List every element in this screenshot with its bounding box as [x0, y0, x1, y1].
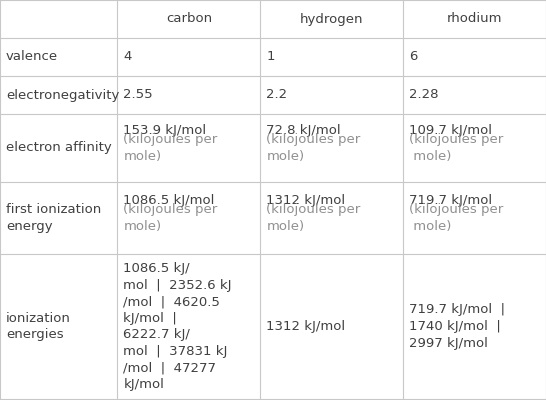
- Text: 1312 kJ/mol: 1312 kJ/mol: [266, 194, 346, 207]
- Text: electron affinity: electron affinity: [6, 142, 112, 154]
- Text: 6: 6: [410, 50, 418, 64]
- Text: 2.2: 2.2: [266, 88, 288, 102]
- Text: (kilojoules per
mole): (kilojoules per mole): [266, 203, 361, 233]
- Text: (kilojoules per
mole): (kilojoules per mole): [123, 203, 218, 233]
- Text: first ionization
energy: first ionization energy: [6, 203, 101, 233]
- Text: (kilojoules per
 mole): (kilojoules per mole): [410, 203, 504, 233]
- Text: (kilojoules per
 mole): (kilojoules per mole): [410, 133, 504, 163]
- Text: 719.7 kJ/mol: 719.7 kJ/mol: [410, 194, 492, 207]
- Text: 1086.5 kJ/mol: 1086.5 kJ/mol: [123, 194, 215, 207]
- Text: 72.8 kJ/mol: 72.8 kJ/mol: [266, 124, 341, 137]
- Text: (kilojoules per
mole): (kilojoules per mole): [123, 133, 218, 163]
- Text: 153.9 kJ/mol: 153.9 kJ/mol: [123, 124, 206, 137]
- Text: electronegativity: electronegativity: [6, 88, 120, 102]
- Text: 4: 4: [123, 50, 132, 64]
- Text: 2.28: 2.28: [410, 88, 439, 102]
- Text: hydrogen: hydrogen: [300, 12, 364, 26]
- Text: 1312 kJ/mol: 1312 kJ/mol: [266, 320, 346, 333]
- Text: 1086.5 kJ/
mol  |  2352.6 kJ
/mol  |  4620.5
kJ/mol  |
6222.7 kJ/
mol  |  37831 : 1086.5 kJ/ mol | 2352.6 kJ /mol | 4620.5…: [123, 262, 232, 391]
- Text: 2.55: 2.55: [123, 88, 153, 102]
- Text: 719.7 kJ/mol  |
1740 kJ/mol  |
2997 kJ/mol: 719.7 kJ/mol | 1740 kJ/mol | 2997 kJ/mol: [410, 304, 506, 350]
- Text: valence: valence: [6, 50, 58, 64]
- Text: rhodium: rhodium: [447, 12, 502, 26]
- Text: (kilojoules per
mole): (kilojoules per mole): [266, 133, 361, 163]
- Text: 1: 1: [266, 50, 275, 64]
- Text: ionization
energies: ionization energies: [6, 312, 71, 341]
- Text: 109.7 kJ/mol: 109.7 kJ/mol: [410, 124, 492, 137]
- Text: carbon: carbon: [166, 12, 212, 26]
